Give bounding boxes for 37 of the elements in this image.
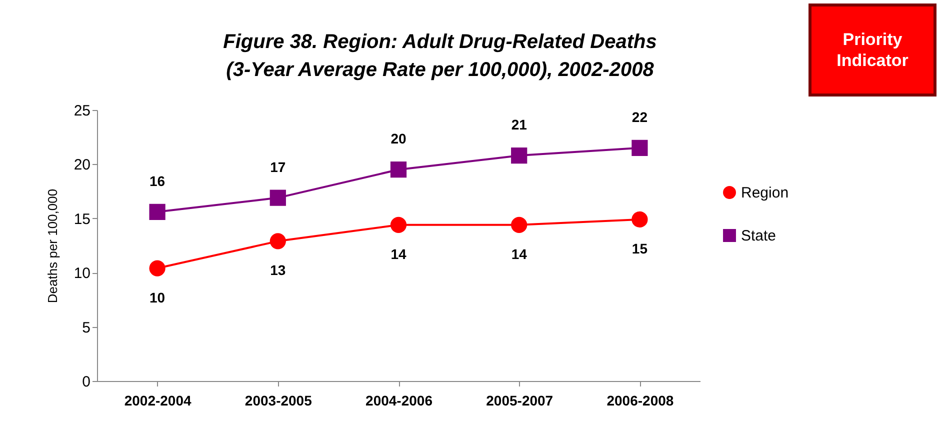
legend-label: State <box>741 228 776 244</box>
y-axis-title: Deaths per 100,000 <box>44 188 60 304</box>
data-label: 13 <box>270 262 286 278</box>
text: Priority Indicator <box>836 30 909 70</box>
point <box>632 211 648 228</box>
x-tick-label: 2002-2004 <box>124 392 192 408</box>
data-label: 17 <box>270 158 286 175</box>
point <box>632 140 648 156</box>
point <box>149 260 166 276</box>
y-tick-label: 5 <box>82 319 90 336</box>
legend-label: Region <box>741 184 789 202</box>
point <box>270 233 286 250</box>
point <box>511 147 528 164</box>
text: Figure 38. Region: Adult Drug-Related Deaths <box>223 31 657 53</box>
data-label: 16 <box>150 172 166 189</box>
point <box>390 162 407 178</box>
data-label: 20 <box>390 130 406 147</box>
point <box>390 216 407 233</box>
text: (3-Year Average Rate per 100,000), 2002-2008 <box>226 59 654 81</box>
y-tick-label: 10 <box>74 265 90 282</box>
point <box>149 204 166 220</box>
point <box>511 216 528 233</box>
x-tick-label: 2004-2006 <box>366 392 433 408</box>
data-label: 14 <box>511 246 528 262</box>
y-tick-label: 25 <box>74 102 90 120</box>
y-tick-label: 20 <box>74 156 90 174</box>
x-tick-label: 2006-2008 <box>606 392 674 408</box>
data-label: 22 <box>632 108 648 125</box>
x-tick-label: 2005-2007 <box>486 392 554 408</box>
y-tick-label: 0 <box>82 374 90 390</box>
x-tick-label: 2003-2005 <box>244 392 312 408</box>
data-label: 15 <box>632 240 648 256</box>
data-label: 10 <box>150 289 166 306</box>
point <box>270 190 286 206</box>
data-label: 21 <box>511 116 528 133</box>
data-label: 14 <box>390 246 406 262</box>
y-tick-label: 15 <box>74 210 90 228</box>
